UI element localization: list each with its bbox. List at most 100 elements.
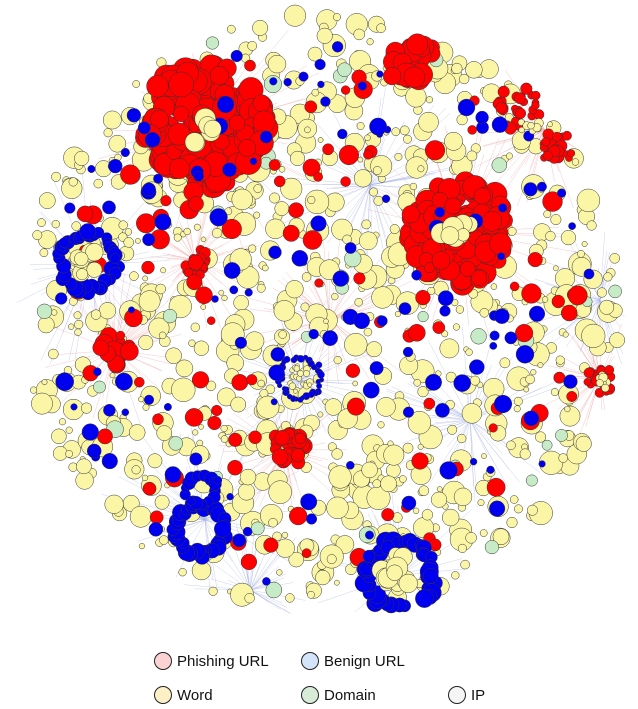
legend-item-ip: IP	[448, 686, 485, 704]
benign-edge	[249, 589, 282, 603]
phishing-url-node	[363, 149, 374, 160]
word-node	[155, 283, 166, 295]
word-node	[326, 554, 337, 565]
benign-edge	[249, 571, 269, 591]
benign-url-node	[142, 233, 156, 247]
benign-edge	[469, 419, 541, 473]
domain-node	[491, 157, 508, 173]
benign-url-node	[262, 577, 271, 586]
word-node	[543, 210, 552, 219]
word-node	[417, 443, 424, 450]
benign-url-node	[153, 173, 164, 184]
word-node	[203, 119, 222, 138]
benign-url-node	[331, 41, 344, 53]
phishing-url-node	[207, 415, 222, 431]
word-node	[506, 440, 516, 451]
word-node	[32, 230, 43, 241]
phishing-url-node	[304, 100, 318, 114]
phishing-url-node	[521, 283, 542, 304]
domain-node	[93, 380, 106, 394]
word-node	[418, 111, 439, 133]
word-node	[230, 396, 247, 413]
word-node	[333, 13, 341, 22]
word-node	[147, 453, 163, 469]
benign-edge	[221, 541, 251, 591]
phishing-url-node	[301, 548, 312, 559]
phishing-url-node	[411, 452, 429, 470]
word-node	[265, 218, 286, 239]
word-node	[154, 494, 170, 510]
word-node	[499, 357, 511, 369]
word-node	[369, 187, 379, 197]
word-node	[571, 158, 580, 166]
word-node	[376, 23, 386, 34]
word-node	[518, 126, 525, 134]
word-node	[357, 156, 364, 163]
word-node	[51, 219, 60, 229]
word-node	[193, 223, 201, 231]
benign-url-node	[453, 374, 471, 392]
word-node	[552, 265, 559, 272]
benign-url-node	[209, 208, 228, 227]
phishing-url-node	[244, 59, 256, 72]
benign-url-node	[298, 71, 309, 82]
legend-item-phishing-url: Phishing URL	[154, 652, 269, 670]
word-node	[218, 289, 225, 296]
word-node	[30, 386, 38, 394]
benign-url-node	[81, 423, 99, 441]
word-node	[281, 531, 289, 539]
benign-url-node	[283, 355, 291, 363]
word-node	[353, 169, 373, 188]
word-node	[138, 334, 154, 351]
phishing-url-node	[231, 374, 249, 391]
benign-url-node	[55, 372, 74, 391]
benign-url-node	[211, 295, 219, 303]
phishing-url-node	[289, 506, 308, 526]
word-node	[364, 134, 371, 142]
benign-url-node	[163, 403, 172, 411]
word-node	[344, 333, 368, 357]
domain-node	[555, 429, 568, 442]
benign-edge	[249, 589, 291, 614]
benign-url-node	[411, 269, 422, 281]
phishing-url-node	[221, 218, 242, 240]
phishing-url-node	[541, 137, 551, 147]
word-node	[128, 424, 146, 441]
benign-url-node	[121, 408, 130, 417]
benign-url-node	[332, 270, 349, 287]
word-node	[141, 474, 149, 482]
word-node	[73, 311, 82, 320]
benign-url-node	[234, 336, 247, 349]
benign-url-node	[504, 331, 518, 345]
benign-url-node	[439, 305, 451, 317]
benign-edge	[423, 416, 471, 421]
word-node	[275, 538, 295, 558]
word-node	[102, 110, 122, 130]
word-node	[363, 327, 373, 337]
word-node	[304, 126, 311, 134]
word-node	[427, 286, 436, 295]
word-node	[292, 388, 298, 394]
word-node	[609, 332, 625, 348]
word-node	[519, 448, 531, 460]
phishing-url-node	[497, 85, 510, 98]
word-node	[465, 61, 483, 79]
benign-url-node	[369, 361, 384, 376]
phishing-url-node	[383, 67, 402, 86]
benign-url-node	[357, 81, 367, 91]
word-node	[76, 458, 92, 475]
word-node	[599, 299, 615, 315]
word-swatch-icon	[154, 686, 172, 704]
benign-url-node	[497, 252, 506, 261]
word-node	[138, 290, 161, 313]
benign-url-node	[493, 394, 513, 414]
word-node	[399, 125, 410, 136]
domain-swatch-icon	[301, 686, 319, 704]
phishing-url-node	[206, 316, 216, 325]
word-node	[366, 38, 374, 46]
word-node	[75, 471, 94, 490]
word-node	[506, 516, 518, 529]
benign-url-node	[164, 466, 182, 483]
phishing-url-node	[228, 114, 246, 132]
legend-item-word: Word	[154, 686, 213, 704]
